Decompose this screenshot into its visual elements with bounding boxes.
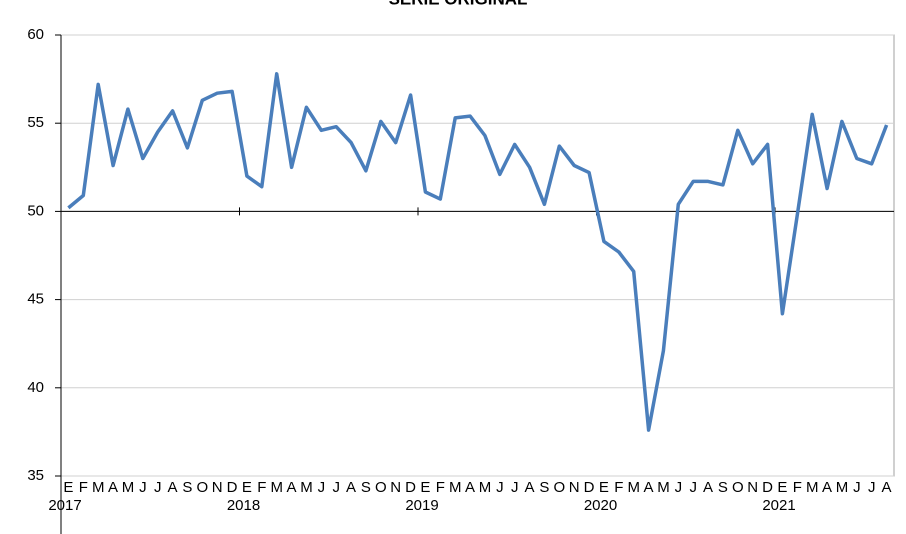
x-tick-label: A <box>346 479 356 496</box>
x-tick-label: J <box>332 479 340 496</box>
x-tick-label: D <box>405 479 416 496</box>
x-tick-label: A <box>287 479 297 496</box>
chart-title: SERIE ORIGINAL <box>389 0 528 8</box>
x-tick-label: M <box>836 479 849 496</box>
year-label: 2020 <box>584 497 617 514</box>
x-tick-label: A <box>822 479 832 496</box>
x-tick-label: J <box>318 479 326 496</box>
x-tick-label: D <box>584 479 595 496</box>
x-tick-label: A <box>168 479 178 496</box>
y-tick-label: 50 <box>27 202 44 219</box>
x-tick-label: J <box>511 479 519 496</box>
x-tick-label: D <box>762 479 773 496</box>
x-tick-label: S <box>182 479 192 496</box>
x-tick-label: O <box>375 479 387 496</box>
x-tick-label: F <box>793 479 802 496</box>
x-tick-label: J <box>139 479 147 496</box>
x-tick-label: S <box>361 479 371 496</box>
y-tick-label: 60 <box>27 26 44 43</box>
x-tick-label: M <box>300 479 313 496</box>
x-tick-label: A <box>465 479 475 496</box>
y-tick-label: 40 <box>27 379 44 396</box>
x-tick-label: A <box>525 479 535 496</box>
y-tick-label: 45 <box>27 291 44 308</box>
x-tick-label: E <box>777 479 787 496</box>
x-tick-label: E <box>599 479 609 496</box>
x-tick-label: N <box>212 479 223 496</box>
x-tick-label: F <box>614 479 623 496</box>
x-tick-label: M <box>92 479 105 496</box>
x-tick-label: J <box>675 479 683 496</box>
x-tick-label: F <box>79 479 88 496</box>
x-tick-label: N <box>747 479 758 496</box>
x-tick-label: J <box>154 479 162 496</box>
x-tick-label: S <box>539 479 549 496</box>
x-tick-label: F <box>436 479 445 496</box>
x-tick-label: M <box>806 479 819 496</box>
x-tick-label: O <box>553 479 565 496</box>
x-tick-label: N <box>569 479 580 496</box>
x-tick-label: M <box>122 479 135 496</box>
x-tick-label: D <box>227 479 238 496</box>
x-tick-label: M <box>449 479 462 496</box>
x-tick-label: J <box>868 479 876 496</box>
x-tick-label: M <box>270 479 283 496</box>
x-tick-label: A <box>703 479 713 496</box>
x-tick-label: E <box>63 479 73 496</box>
x-tick-label: J <box>853 479 861 496</box>
x-tick-label: J <box>689 479 697 496</box>
year-label: 2021 <box>762 497 795 514</box>
year-label: 2019 <box>405 497 438 514</box>
x-tick-label: A <box>882 479 892 496</box>
plot-area <box>60 34 895 477</box>
x-tick-label: E <box>242 479 252 496</box>
data-line <box>67 72 889 432</box>
x-tick-label: J <box>496 479 504 496</box>
x-tick-label: M <box>657 479 670 496</box>
x-tick-label: S <box>718 479 728 496</box>
x-tick-label: N <box>390 479 401 496</box>
x-tick-label: A <box>644 479 654 496</box>
y-tick-label: 55 <box>27 114 44 131</box>
x-tick-label: M <box>627 479 640 496</box>
x-tick-label: F <box>257 479 266 496</box>
x-tick-label: A <box>108 479 118 496</box>
x-tick-label: O <box>732 479 744 496</box>
x-tick-label: M <box>479 479 492 496</box>
year-label: 2018 <box>227 497 260 514</box>
y-tick-label: 35 <box>27 467 44 484</box>
x-tick-label: O <box>196 479 208 496</box>
x-tick-label: E <box>420 479 430 496</box>
year-label: 2017 <box>48 497 81 514</box>
